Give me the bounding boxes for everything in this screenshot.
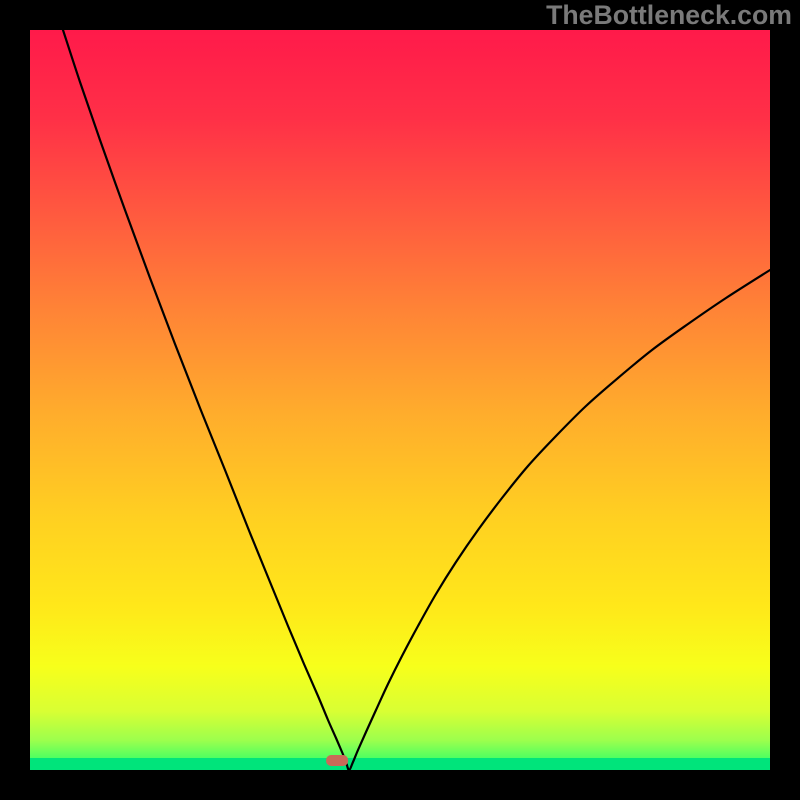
bottleneck-chart	[0, 0, 800, 800]
chart-container: TheBottleneck.com	[0, 0, 800, 800]
optimum-marker	[326, 755, 348, 766]
bottom-green-band	[30, 758, 770, 770]
watermark-text: TheBottleneck.com	[546, 0, 792, 31]
